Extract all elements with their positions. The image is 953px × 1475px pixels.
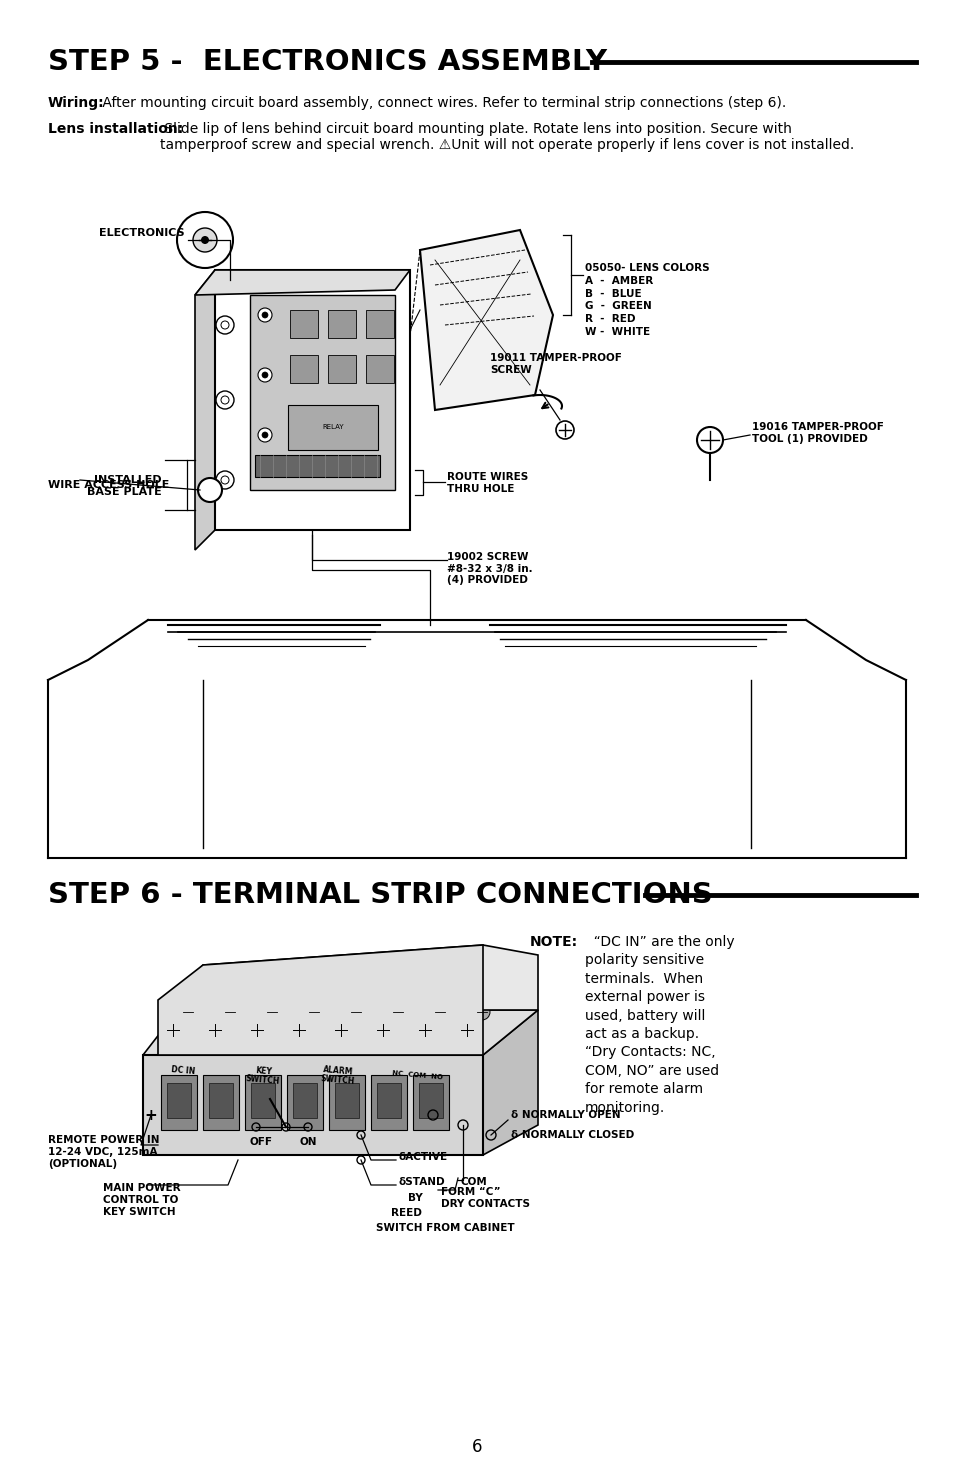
Text: REED: REED <box>391 1208 421 1218</box>
Text: 6: 6 <box>471 1438 482 1456</box>
Circle shape <box>222 1004 237 1021</box>
Circle shape <box>257 367 272 382</box>
Circle shape <box>201 236 209 243</box>
Circle shape <box>215 316 233 333</box>
Text: ELECTRONICS: ELECTRONICS <box>99 229 185 237</box>
Circle shape <box>215 471 233 490</box>
Text: COM: COM <box>460 1177 487 1187</box>
Bar <box>214 270 410 530</box>
Polygon shape <box>183 945 537 1010</box>
Text: RELAY: RELAY <box>322 423 343 431</box>
Text: STEP 6 - TERMINAL STRIP CONNECTIONS: STEP 6 - TERMINAL STRIP CONNECTIONS <box>48 881 712 909</box>
Text: KEY
SWITCH: KEY SWITCH <box>245 1065 280 1086</box>
Text: SWITCH FROM CABINET: SWITCH FROM CABINET <box>375 1223 514 1233</box>
Circle shape <box>290 1021 308 1038</box>
Circle shape <box>262 372 268 378</box>
Circle shape <box>348 1004 364 1021</box>
Text: MAIN POWER
CONTROL TO
KEY SWITCH: MAIN POWER CONTROL TO KEY SWITCH <box>103 1183 180 1217</box>
Text: δSTAND: δSTAND <box>398 1177 445 1187</box>
Text: +: + <box>145 1108 157 1122</box>
Circle shape <box>262 432 268 438</box>
Circle shape <box>257 428 272 442</box>
Bar <box>254 454 379 476</box>
Circle shape <box>390 1004 406 1021</box>
Bar <box>143 1055 482 1155</box>
Circle shape <box>206 1021 224 1038</box>
Circle shape <box>306 1004 322 1021</box>
Bar <box>290 355 317 384</box>
Bar <box>376 1083 400 1118</box>
Text: Lens installation:: Lens installation: <box>48 122 183 136</box>
Circle shape <box>432 1004 448 1021</box>
Text: 19016 TAMPER-PROOF
TOOL (1) PROVIDED: 19016 TAMPER-PROOF TOOL (1) PROVIDED <box>751 422 882 444</box>
Text: 05050- LENS COLORS
A  -  AMBER
B  -  BLUE
G  -  GREEN
R  -  RED
W -  WHITE: 05050- LENS COLORS A - AMBER B - BLUE G … <box>584 263 709 336</box>
Circle shape <box>474 1004 490 1021</box>
Bar <box>413 1075 449 1130</box>
Bar <box>287 1075 323 1130</box>
Text: WIRE ACCESS HOLE: WIRE ACCESS HOLE <box>48 479 170 490</box>
Bar <box>328 355 355 384</box>
Bar <box>290 310 317 338</box>
Bar <box>366 310 394 338</box>
Polygon shape <box>194 270 214 550</box>
Bar <box>161 1075 196 1130</box>
Bar <box>329 1075 365 1130</box>
Text: δACTIVE: δACTIVE <box>398 1152 448 1162</box>
Circle shape <box>697 426 722 453</box>
Text: 19002 SCREW
#8-32 x 3/8 in.
(4) PROVIDED: 19002 SCREW #8-32 x 3/8 in. (4) PROVIDED <box>447 552 532 586</box>
Text: After mounting circuit board assembly, connect wires. Refer to terminal strip co: After mounting circuit board assembly, c… <box>98 96 785 111</box>
Text: Wiring:: Wiring: <box>48 96 105 111</box>
Circle shape <box>332 1021 350 1038</box>
Text: NC  COM  NO: NC COM NO <box>392 1069 443 1080</box>
Circle shape <box>198 478 222 502</box>
Text: 19011 TAMPER-PROOF
SCREW: 19011 TAMPER-PROOF SCREW <box>490 354 621 375</box>
Bar <box>245 1075 281 1130</box>
Bar <box>293 1083 316 1118</box>
Text: STEP 5 -  ELECTRONICS ASSEMBLY: STEP 5 - ELECTRONICS ASSEMBLY <box>48 49 606 77</box>
Bar <box>366 355 394 384</box>
Polygon shape <box>143 1010 537 1055</box>
Polygon shape <box>419 230 553 410</box>
Text: “DC IN” are the only
polarity sensitive
terminals.  When
external power is
used,: “DC IN” are the only polarity sensitive … <box>584 935 734 1115</box>
Circle shape <box>257 308 272 322</box>
Polygon shape <box>158 945 482 1055</box>
Circle shape <box>164 1021 182 1038</box>
Bar <box>209 1083 233 1118</box>
Text: Slide lip of lens behind circuit board mounting plate. Rotate lens into position: Slide lip of lens behind circuit board m… <box>160 122 853 152</box>
Polygon shape <box>194 270 410 295</box>
Text: BY: BY <box>408 1193 422 1204</box>
Bar <box>288 406 377 450</box>
Text: FORM “C”
DRY CONTACTS: FORM “C” DRY CONTACTS <box>440 1187 530 1209</box>
Text: δ NORMALLY OPEN: δ NORMALLY OPEN <box>511 1111 620 1120</box>
Circle shape <box>264 1004 280 1021</box>
Text: δ NORMALLY CLOSED: δ NORMALLY CLOSED <box>511 1130 634 1140</box>
Circle shape <box>215 391 233 409</box>
Bar <box>418 1083 442 1118</box>
Bar <box>250 295 395 490</box>
Bar <box>371 1075 407 1130</box>
Text: ROUTE WIRES
THRU HOLE: ROUTE WIRES THRU HOLE <box>447 472 528 494</box>
Circle shape <box>262 313 268 319</box>
Circle shape <box>416 1021 434 1038</box>
Bar <box>251 1083 274 1118</box>
Text: ON: ON <box>299 1137 317 1148</box>
Text: ALARM
SWITCH: ALARM SWITCH <box>320 1065 355 1086</box>
Text: OFF: OFF <box>250 1137 273 1148</box>
Circle shape <box>193 229 216 252</box>
Circle shape <box>248 1021 266 1038</box>
Text: DC IN: DC IN <box>171 1065 195 1077</box>
Circle shape <box>180 1004 195 1021</box>
Bar <box>203 1075 239 1130</box>
Circle shape <box>374 1021 392 1038</box>
Bar <box>328 310 355 338</box>
Bar <box>335 1083 358 1118</box>
Circle shape <box>457 1021 476 1038</box>
Circle shape <box>177 212 233 268</box>
Bar <box>167 1083 191 1118</box>
Polygon shape <box>482 1010 537 1155</box>
Text: INSTALLED
BASE PLATE: INSTALLED BASE PLATE <box>87 475 162 497</box>
Text: REMOTE POWER IN
12-24 VDC, 125mA
(OPTIONAL): REMOTE POWER IN 12-24 VDC, 125mA (OPTION… <box>48 1134 159 1170</box>
Text: NOTE:: NOTE: <box>530 935 578 948</box>
Circle shape <box>556 420 574 440</box>
